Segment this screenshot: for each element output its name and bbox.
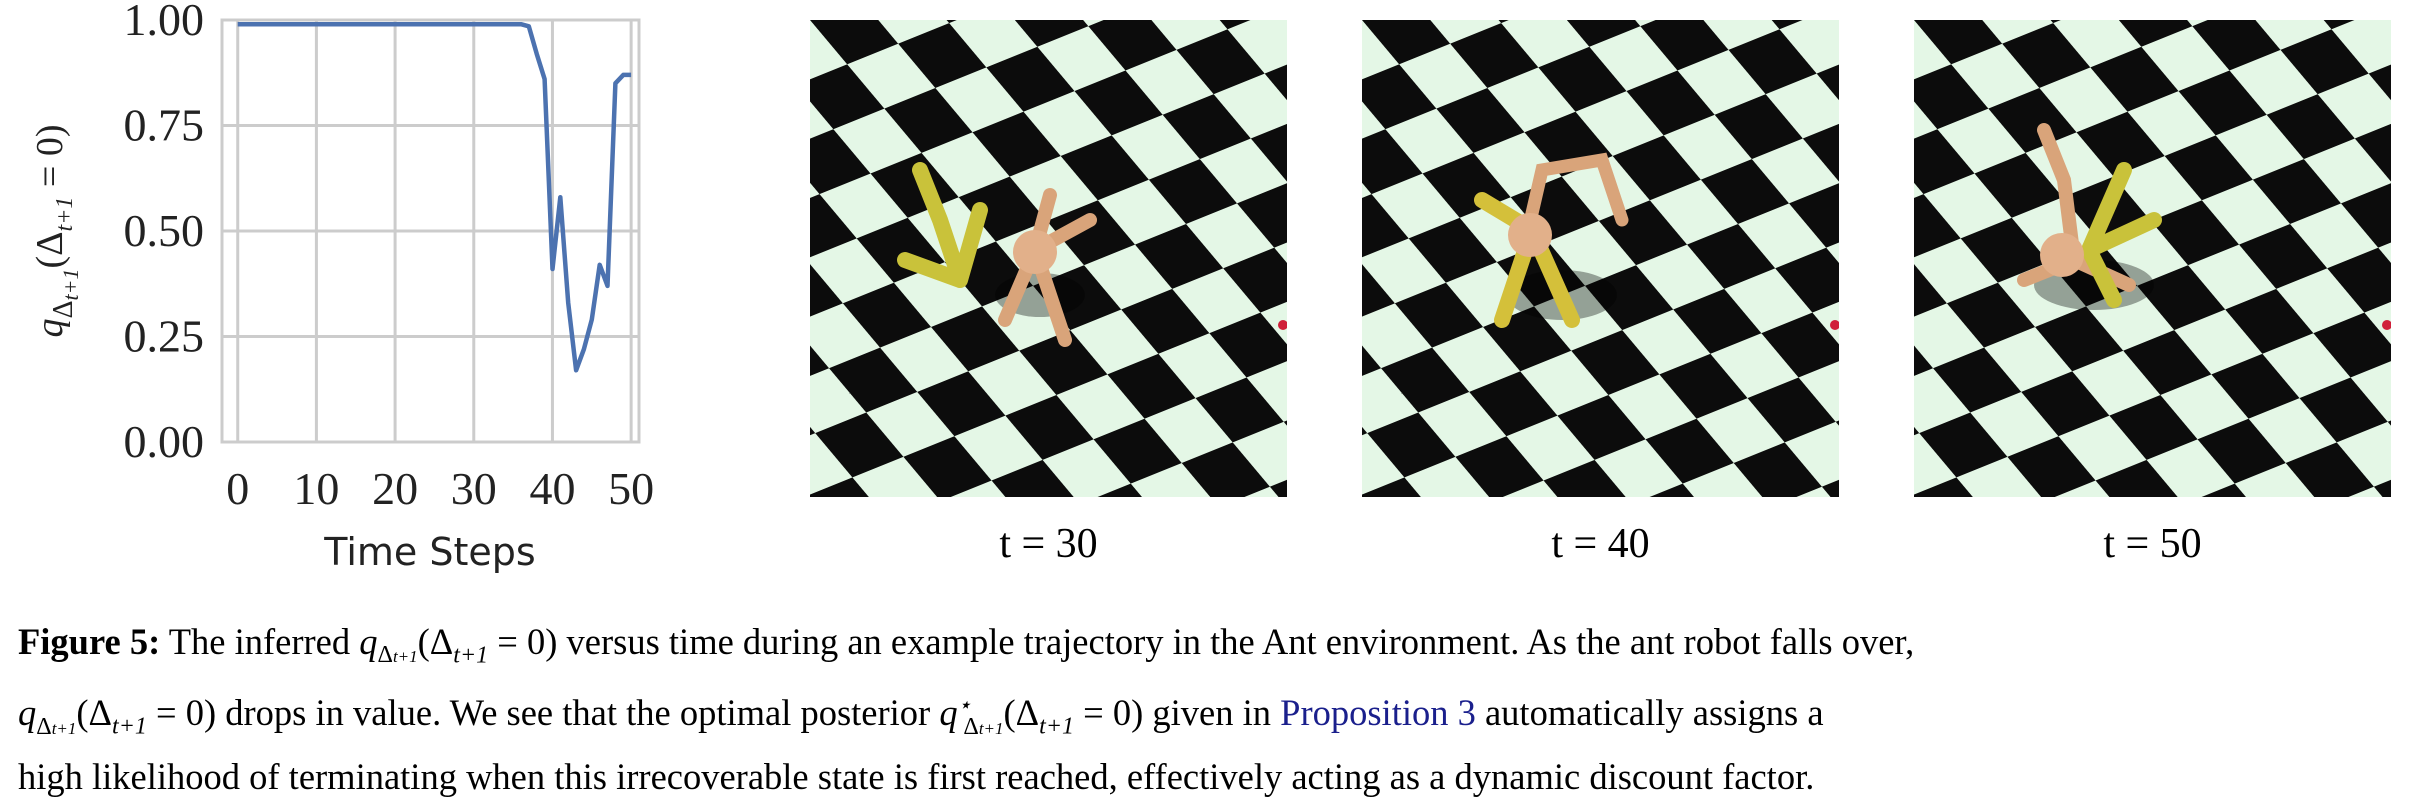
x-tick-label: 10 bbox=[293, 463, 339, 514]
figure-label: Figure 5: bbox=[18, 621, 161, 662]
y-axis-label: qΔt+1(Δt+1 = 0) bbox=[29, 124, 83, 337]
caption-text: versus time during an example trajectory… bbox=[566, 621, 1915, 662]
termination-probability-chart: 0.00 0.25 0.50 0.75 1.00 0 10 20 30 40 50 Time St… bbox=[29, 0, 654, 574]
caption-text: drops in value. We see that the optimal … bbox=[225, 692, 931, 734]
x-tick-label: 50 bbox=[608, 463, 654, 514]
y-tick-label: 0.75 bbox=[124, 100, 205, 151]
plot-frame bbox=[220, 18, 641, 444]
x-axis-label: Time Steps bbox=[323, 530, 535, 574]
x-tick-label: 20 bbox=[372, 463, 418, 514]
x-tick-label: 30 bbox=[451, 463, 497, 514]
y-tick-label: 0.00 bbox=[124, 416, 205, 467]
caption-line-2: qΔt+1(Δt+1 = 0) drops in value. We see t… bbox=[18, 681, 2398, 752]
y-tick-label: 0.50 bbox=[124, 205, 205, 256]
x-tick-label: 40 bbox=[529, 463, 575, 514]
y-tick-label: 1.00 bbox=[124, 0, 205, 45]
math-q: qΔt+1(Δt+1 = 0) bbox=[18, 692, 217, 740]
caption-text: The inferred bbox=[168, 621, 351, 662]
y-tick-label: 0.25 bbox=[124, 311, 205, 362]
checkerboard-floor bbox=[1914, 20, 2391, 497]
math-q: qΔt+1(Δt+1 = 0) bbox=[359, 621, 558, 669]
panel-label-t50: t = 50 bbox=[2103, 521, 2202, 567]
ant-robot bbox=[897, 162, 1097, 347]
ant-snapshot-t50 bbox=[1914, 20, 2391, 497]
data-series bbox=[237, 21, 632, 373]
caption-text: given in bbox=[1152, 692, 1272, 734]
ant-snapshot-t30 bbox=[810, 20, 1287, 497]
ant-robot bbox=[2017, 123, 2162, 310]
panel-label-t40: t = 40 bbox=[1551, 521, 1650, 567]
x-tick-label: 0 bbox=[226, 463, 249, 514]
chart-grid bbox=[222, 18, 639, 444]
caption-line-3: high likelihood of terminating when this… bbox=[18, 755, 1815, 797]
target-marker bbox=[1830, 320, 1839, 330]
caption-text: automatically assigns a bbox=[1484, 692, 1824, 734]
ant-snapshot-t40 bbox=[1362, 20, 1839, 497]
figure-caption: Figure 5: The inferred qΔt+1(Δt+1 = 0) v… bbox=[18, 618, 2398, 801]
proposition-3-link[interactable]: Proposition 3 bbox=[1280, 692, 1476, 734]
panel-label-t30: t = 30 bbox=[999, 521, 1098, 567]
caption-line-1: Figure 5: The inferred qΔt+1(Δt+1 = 0) v… bbox=[18, 618, 2398, 681]
target-marker bbox=[1278, 320, 1287, 330]
y-axis-ticks: 0.00 0.25 0.50 0.75 1.00 bbox=[124, 0, 205, 467]
x-axis-ticks: 0 10 20 30 40 50 bbox=[226, 463, 654, 514]
math-q-star: q⋆Δt+1(Δt+1 = 0) bbox=[939, 692, 1144, 740]
target-marker bbox=[2382, 320, 2391, 330]
series-line bbox=[237, 21, 632, 373]
checkerboard-floor bbox=[1362, 20, 1839, 497]
ant-robot bbox=[1474, 152, 1629, 328]
